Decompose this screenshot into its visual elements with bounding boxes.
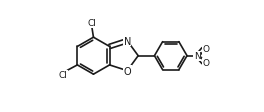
Text: Cl: Cl: [59, 71, 68, 80]
Text: O: O: [124, 66, 131, 76]
Text: N: N: [194, 52, 200, 61]
Text: O: O: [202, 59, 209, 68]
Text: N: N: [124, 36, 131, 46]
Text: Cl: Cl: [87, 19, 96, 28]
Text: O: O: [202, 45, 209, 54]
